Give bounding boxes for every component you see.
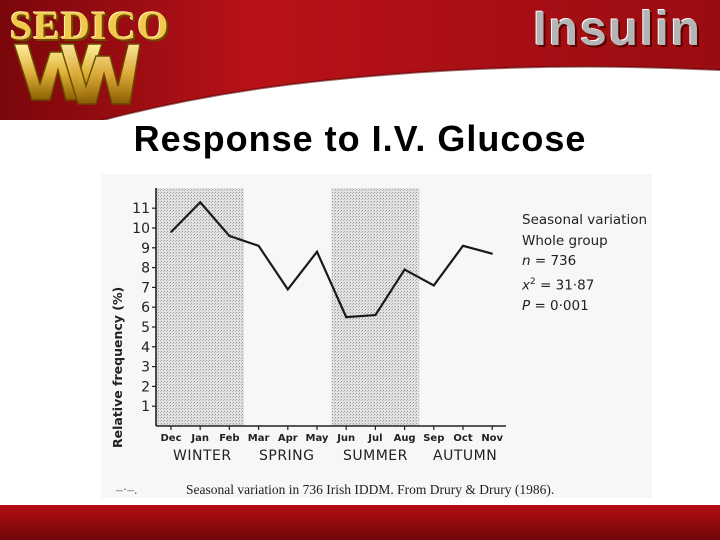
y-tick-label: 9 [141, 241, 150, 257]
x-tick-label: Jul [367, 433, 382, 444]
data-point [345, 316, 347, 318]
shaded-band-summer [331, 188, 420, 426]
y-tick-label: 2 [141, 379, 150, 395]
legend-p-label: P [522, 297, 531, 314]
legend-n-value: = 736 [534, 253, 577, 269]
legend-chi-value: = 31·87 [540, 277, 595, 293]
legend-line-1: Seasonal variation [522, 212, 648, 228]
data-point [374, 314, 377, 316]
legend-p-value: = 0·001 [534, 297, 589, 314]
header-banner: SEDICO Insulin [0, 0, 720, 120]
y-tick-label: 3 [141, 360, 150, 376]
y-tick-label: 7 [141, 280, 150, 296]
x-tick-label: Aug [394, 433, 416, 444]
x-tick-label: Oct [453, 433, 472, 444]
data-point [403, 268, 406, 271]
y-tick-label: 8 [141, 261, 150, 277]
x-tick-label: Mar [248, 433, 270, 444]
data-point [287, 288, 289, 291]
slide-title: Response to I.V. Glucose [133, 118, 587, 159]
x-tick-label: Jan [190, 433, 209, 444]
line-chart: 1 2 3 4 5 6 7 8 9 10 11 Dec Jan Feb Mar Apr May Jun Jul Au… [110, 188, 506, 448]
series-line [170, 200, 493, 319]
season-label-autumn: AUTUMN [433, 448, 498, 464]
banner-background [0, 0, 720, 120]
legend-p: P = 0·001 [522, 296, 647, 317]
figure-caption-text: Seasonal variation in 736 Irish IDDM. Fr… [186, 482, 555, 497]
season-label-summer: SUMMER [343, 448, 408, 464]
x-tick-label: Nov [481, 433, 503, 444]
brand-title: Insulin [533, 3, 702, 56]
season-label-winter: WINTER [173, 448, 232, 464]
data-point [228, 235, 231, 237]
data-point [433, 284, 435, 287]
y-axis-label: Relative frequency (%) [110, 287, 125, 448]
logo-text: SEDICO [10, 3, 170, 48]
logo-emblem-icon [12, 43, 141, 105]
x-tick-label: Jun [336, 433, 355, 444]
y-tick-label: 11 [132, 201, 150, 217]
x-tick-label: Sep [423, 433, 444, 444]
x-tick-label: Apr [278, 433, 298, 444]
y-tick-label: 5 [141, 320, 150, 336]
data-point [170, 231, 172, 233]
y-tick-label: 4 [141, 340, 150, 356]
data-point [316, 250, 318, 253]
x-tick-label: Dec [160, 433, 181, 444]
legend-line-2: Whole group [522, 232, 608, 249]
legend-chi: x2 = 31·87 [522, 276, 595, 294]
figure-caption: –·–. Seasonal variation in 736 Irish IDD… [116, 482, 555, 498]
figure-caption-lead: –·–. [116, 482, 138, 497]
season-label-spring: SPRING [259, 448, 315, 464]
shaded-band-winter [156, 188, 244, 426]
footer-bar [0, 505, 720, 540]
data-point [462, 245, 464, 247]
legend-n-label: n [522, 253, 531, 269]
y-tick-label: 6 [141, 300, 150, 316]
y-tick-label: 10 [132, 221, 150, 237]
x-tick-label: Feb [219, 433, 239, 444]
x-tick-label: May [306, 433, 329, 444]
data-point [491, 252, 494, 255]
data-point [199, 201, 201, 204]
chart-legend: Seasonal variation Whole group n = 736 x… [522, 210, 647, 316]
data-point [257, 245, 260, 247]
chart-figure: 1 2 3 4 5 6 7 8 9 10 11 Dec Jan Feb Mar Apr May Jun Jul Au… [101, 174, 652, 498]
legend-n: n = 736 [522, 251, 647, 272]
legend-chi-label: x [522, 277, 530, 293]
y-tick-label: 1 [141, 399, 150, 415]
